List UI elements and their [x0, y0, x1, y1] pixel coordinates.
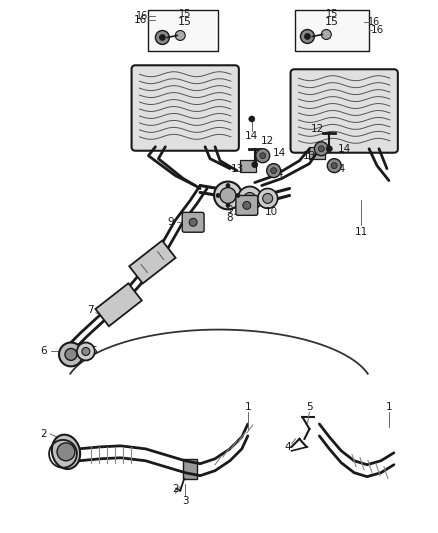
Text: 2: 2 [40, 429, 46, 439]
Text: 14: 14 [271, 168, 284, 179]
Text: 8: 8 [226, 213, 233, 223]
Text: 2: 2 [172, 483, 179, 494]
Circle shape [244, 192, 256, 204]
Circle shape [258, 189, 278, 208]
Text: 15: 15 [178, 17, 192, 27]
Text: 12: 12 [311, 124, 324, 134]
Circle shape [267, 164, 281, 177]
FancyBboxPatch shape [290, 69, 398, 153]
Text: 7: 7 [88, 305, 94, 314]
Bar [294, 10, 369, 51]
Text: 16: 16 [136, 11, 148, 21]
Circle shape [216, 193, 220, 197]
Text: 9: 9 [226, 205, 233, 215]
Text: 15: 15 [179, 9, 191, 19]
Ellipse shape [52, 434, 80, 469]
Text: 14: 14 [332, 164, 346, 174]
Bar [309, 147, 325, 159]
Text: 10: 10 [233, 207, 247, 217]
Circle shape [249, 116, 255, 122]
Circle shape [243, 201, 251, 209]
Text: 9: 9 [167, 217, 173, 227]
Circle shape [318, 146, 324, 152]
Circle shape [77, 343, 95, 360]
Circle shape [321, 29, 331, 39]
Circle shape [271, 168, 277, 174]
Circle shape [314, 142, 328, 156]
Text: 13: 13 [303, 151, 316, 161]
Circle shape [304, 34, 311, 39]
Circle shape [263, 193, 273, 204]
Text: 16: 16 [134, 14, 147, 25]
Text: 4: 4 [284, 442, 291, 452]
Circle shape [65, 349, 77, 360]
Text: 5: 5 [306, 402, 313, 412]
Text: 12: 12 [261, 136, 274, 146]
Circle shape [226, 204, 230, 207]
Circle shape [214, 182, 242, 209]
Text: 3: 3 [182, 496, 188, 505]
Bar [148, 10, 218, 51]
Circle shape [236, 193, 240, 197]
FancyBboxPatch shape [182, 212, 204, 232]
Text: 11: 11 [354, 227, 368, 237]
Circle shape [57, 443, 75, 461]
Circle shape [189, 219, 197, 226]
Text: 14: 14 [338, 144, 351, 154]
Text: 6: 6 [40, 346, 46, 357]
Circle shape [260, 153, 266, 159]
Circle shape [82, 348, 90, 356]
Text: 14: 14 [273, 148, 286, 158]
Circle shape [252, 161, 258, 168]
Text: 6: 6 [91, 346, 97, 357]
Polygon shape [129, 240, 176, 284]
Circle shape [331, 163, 337, 168]
Circle shape [238, 187, 262, 211]
Polygon shape [95, 284, 142, 326]
Text: 16: 16 [371, 25, 384, 35]
Bar [183, 459, 197, 479]
Circle shape [155, 30, 170, 44]
Text: 15: 15 [325, 17, 339, 27]
Text: 16: 16 [368, 17, 380, 27]
Circle shape [326, 146, 332, 152]
Text: 14: 14 [245, 131, 258, 141]
Text: 1: 1 [244, 402, 251, 412]
FancyBboxPatch shape [236, 196, 258, 215]
Text: 13: 13 [231, 164, 244, 174]
Circle shape [226, 183, 230, 188]
Circle shape [159, 35, 165, 41]
Circle shape [256, 149, 270, 163]
Bar [240, 160, 256, 172]
Text: 15: 15 [326, 9, 339, 19]
FancyBboxPatch shape [131, 65, 239, 151]
Text: 10: 10 [265, 207, 278, 217]
Circle shape [175, 30, 185, 41]
Circle shape [59, 343, 83, 366]
Circle shape [300, 29, 314, 43]
Circle shape [327, 159, 341, 173]
Circle shape [220, 188, 236, 204]
Text: 1: 1 [385, 402, 392, 412]
